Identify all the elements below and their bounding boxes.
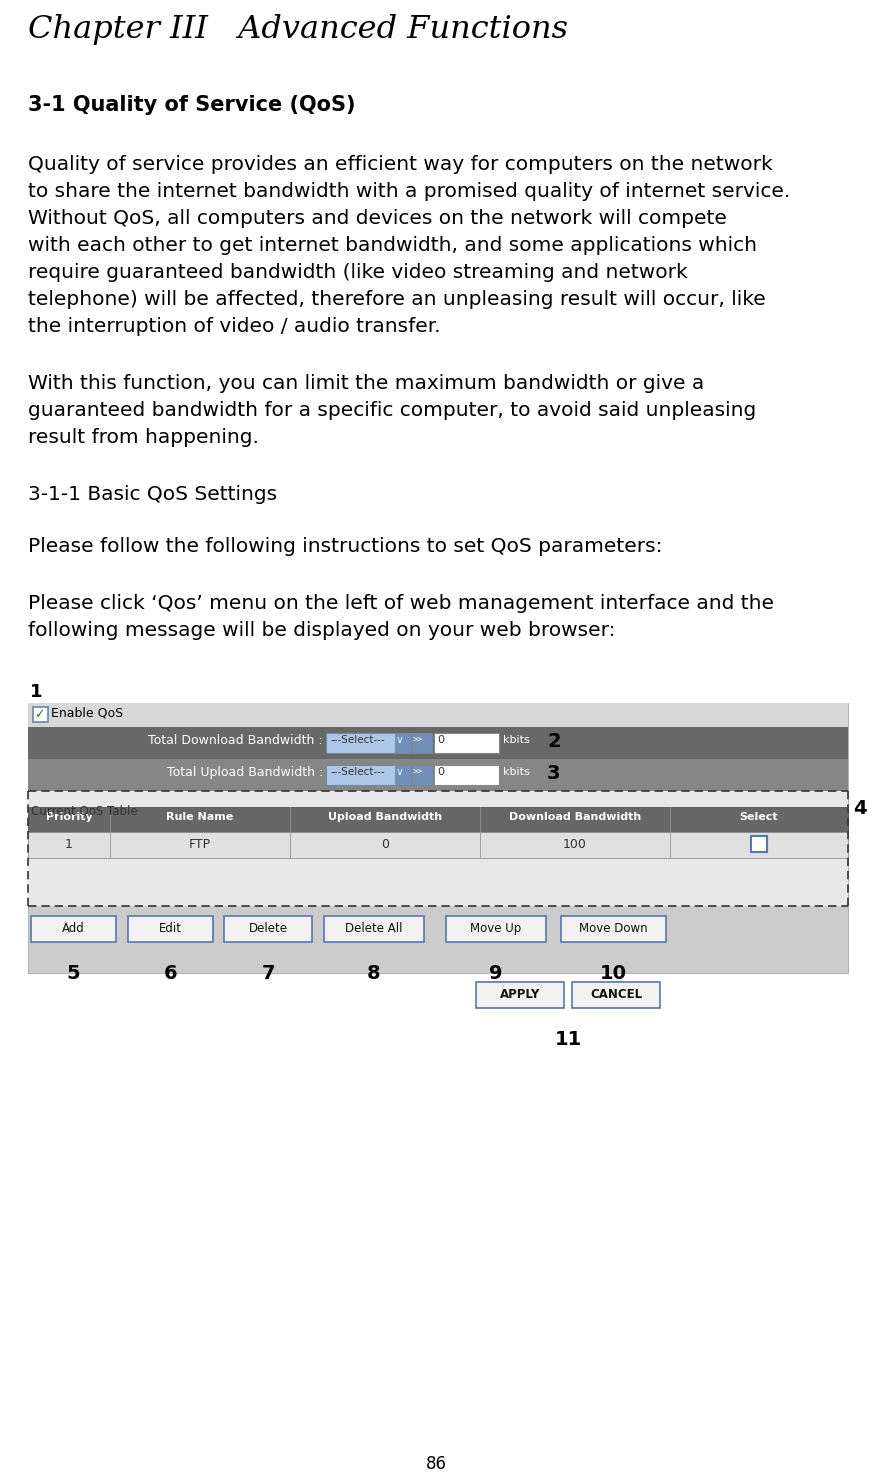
Text: 0: 0 — [437, 735, 444, 745]
Text: 4: 4 — [853, 799, 867, 818]
Text: 11: 11 — [555, 1030, 582, 1050]
Text: Total Upload Bandwidth :: Total Upload Bandwidth : — [167, 765, 323, 779]
Bar — [31, 916, 116, 942]
Text: result from happening.: result from happening. — [28, 428, 259, 447]
Text: 86: 86 — [426, 1454, 446, 1472]
Text: Edit: Edit — [159, 921, 182, 935]
Text: 3-1 Quality of Service (QoS): 3-1 Quality of Service (QoS) — [28, 96, 356, 115]
Text: 6: 6 — [164, 964, 177, 983]
Text: Please follow the following instructions to set QoS parameters:: Please follow the following instructions… — [28, 537, 663, 556]
Text: Delete: Delete — [249, 921, 288, 935]
Bar — [28, 727, 848, 760]
Text: 9: 9 — [489, 964, 503, 983]
Bar — [28, 704, 848, 727]
Bar — [28, 790, 848, 905]
Text: 0: 0 — [381, 838, 389, 851]
Text: 2: 2 — [547, 732, 561, 751]
Text: Move Up: Move Up — [470, 921, 521, 935]
Bar — [324, 916, 424, 942]
Text: telephone) will be affected, therefore an unpleasing result will occur, like: telephone) will be affected, therefore a… — [28, 290, 766, 309]
Text: FTP: FTP — [189, 838, 211, 851]
Text: Priority: Priority — [45, 813, 92, 821]
Bar — [28, 832, 848, 858]
Text: 1: 1 — [30, 683, 43, 701]
Text: >>: >> — [413, 768, 423, 777]
Text: Quality of service provides an efficient way for computers on the network: Quality of service provides an efficient… — [28, 155, 773, 174]
Text: Move Down: Move Down — [579, 921, 648, 935]
Text: 8: 8 — [367, 964, 381, 983]
Text: guaranteed bandwidth for a specific computer, to avoid said unpleasing: guaranteed bandwidth for a specific comp… — [28, 400, 756, 420]
Text: ---Select---: ---Select--- — [330, 735, 385, 745]
Bar — [128, 916, 213, 942]
Text: Download Bandwidth: Download Bandwidth — [509, 813, 641, 821]
Text: 10: 10 — [600, 964, 627, 983]
Text: 100: 100 — [563, 838, 587, 851]
Bar — [412, 765, 432, 785]
Text: Current QoS Table: Current QoS Table — [31, 805, 138, 818]
Text: v: v — [397, 767, 403, 777]
Bar — [28, 807, 848, 832]
Text: Select: Select — [739, 813, 779, 821]
Text: with each other to get internet bandwidth, and some applications which: with each other to get internet bandwidt… — [28, 236, 757, 255]
Text: following message will be displayed on your web browser:: following message will be displayed on y… — [28, 621, 616, 640]
Text: require guaranteed bandwidth (like video streaming and network: require guaranteed bandwidth (like video… — [28, 263, 688, 283]
Text: 1: 1 — [65, 838, 73, 851]
Bar — [572, 982, 660, 1008]
Text: Without QoS, all computers and devices on the network will compete: Without QoS, all computers and devices o… — [28, 209, 727, 228]
Text: 3: 3 — [547, 764, 561, 783]
Bar — [434, 765, 499, 785]
Text: the interruption of video / audio transfer.: the interruption of video / audio transf… — [28, 316, 440, 336]
Text: Please click ‘Qos’ menu on the left of web management interface and the: Please click ‘Qos’ menu on the left of w… — [28, 595, 774, 612]
Text: 7: 7 — [262, 964, 275, 983]
Bar — [395, 765, 411, 785]
Text: Enable QoS: Enable QoS — [51, 707, 123, 720]
Bar — [751, 836, 767, 852]
Bar — [434, 733, 499, 754]
Bar — [326, 733, 411, 754]
Text: to share the internet bandwidth with a promised quality of internet service.: to share the internet bandwidth with a p… — [28, 183, 790, 202]
Text: v: v — [397, 735, 403, 745]
Text: 3-1-1 Basic QoS Settings: 3-1-1 Basic QoS Settings — [28, 484, 277, 503]
Bar — [412, 733, 432, 754]
Bar — [476, 982, 564, 1008]
Text: Rule Name: Rule Name — [167, 813, 234, 821]
Text: 0: 0 — [437, 767, 444, 777]
Text: Upload Bandwidth: Upload Bandwidth — [328, 813, 442, 821]
Text: Total Download Bandwidth :: Total Download Bandwidth : — [148, 735, 323, 746]
Bar — [28, 704, 848, 973]
Text: Delete All: Delete All — [345, 921, 403, 935]
Bar — [446, 916, 546, 942]
Text: With this function, you can limit the maximum bandwidth or give a: With this function, you can limit the ma… — [28, 374, 705, 393]
Bar — [33, 707, 48, 721]
Bar — [395, 733, 411, 754]
Bar — [561, 916, 666, 942]
Bar — [326, 765, 411, 785]
Text: Add: Add — [62, 921, 85, 935]
Text: Chapter III   Advanced Functions: Chapter III Advanced Functions — [28, 15, 568, 46]
Text: kbits: kbits — [503, 767, 530, 777]
Text: APPLY: APPLY — [500, 988, 540, 1001]
Text: >>: >> — [413, 736, 423, 745]
Text: ---Select---: ---Select--- — [330, 767, 385, 777]
Text: 5: 5 — [66, 964, 80, 983]
Text: kbits: kbits — [503, 735, 530, 745]
Bar — [224, 916, 312, 942]
Text: CANCEL: CANCEL — [590, 988, 642, 1001]
Bar — [28, 760, 848, 790]
Text: ✓: ✓ — [34, 708, 44, 721]
